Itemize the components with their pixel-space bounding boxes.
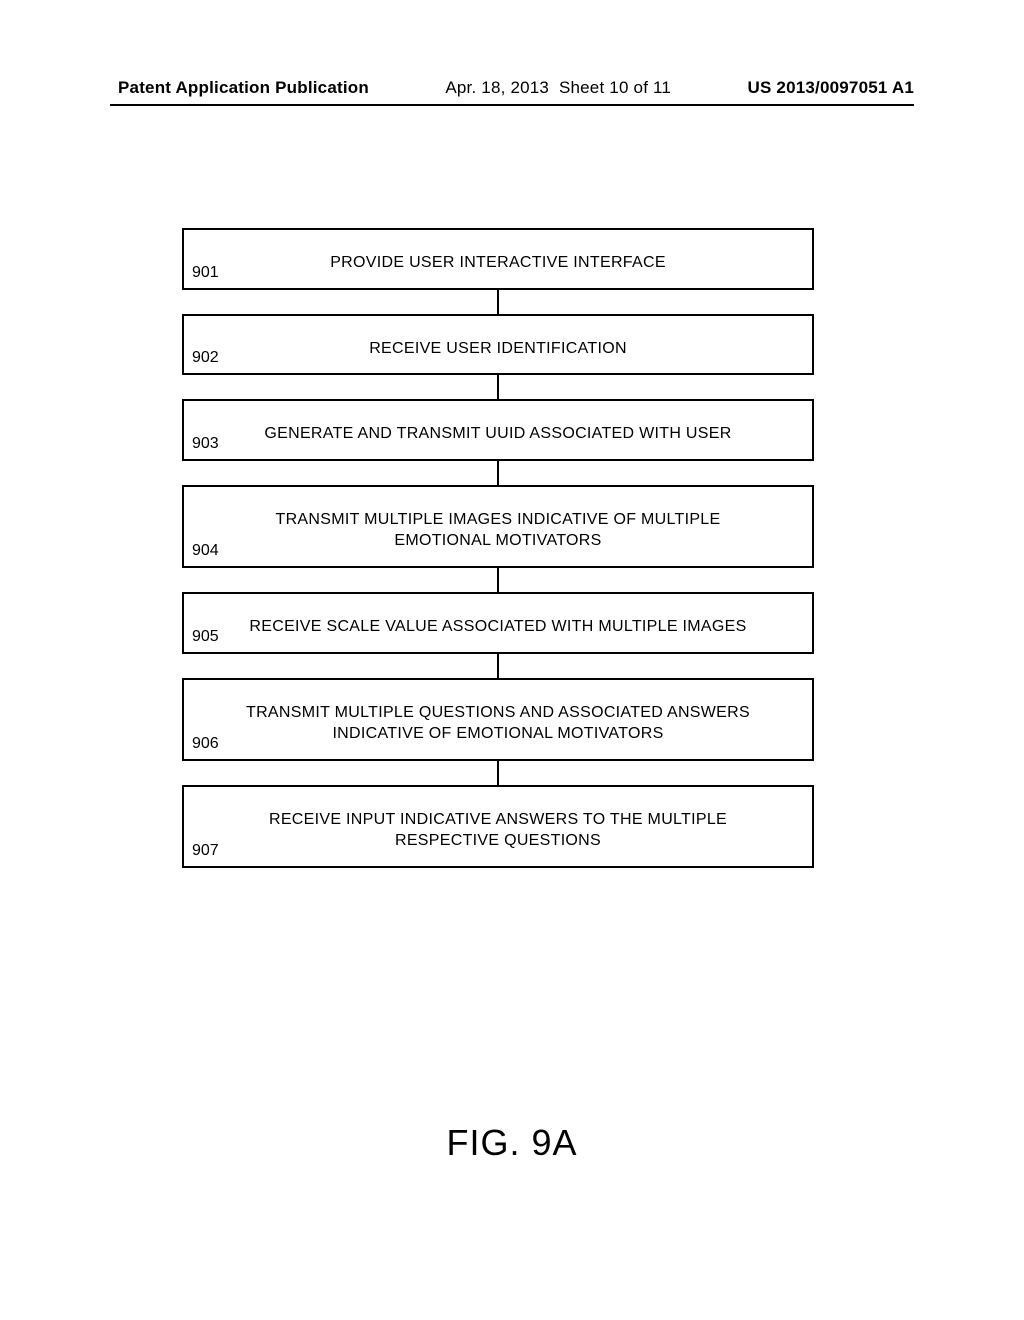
flow-step: RECEIVE SCALE VALUE ASSOCIATED WITH MULT… <box>182 592 814 654</box>
publication-date: Apr. 18, 2013 <box>445 78 549 97</box>
flow-step-title: PROVIDE USER INTERACTIVE INTERFACE <box>184 252 812 284</box>
flow-step-number: 902 <box>192 349 219 367</box>
date-and-sheet: Apr. 18, 2013 Sheet 10 of 11 <box>445 78 671 98</box>
flow-step: RECEIVE INPUT INDICATIVE ANSWERS TO THE … <box>182 785 814 868</box>
page-header: Patent Application Publication Apr. 18, … <box>118 78 914 98</box>
figure-caption: FIG. 9A <box>0 1122 1024 1164</box>
flow-step-number: 904 <box>192 542 219 560</box>
flow-step-title: TRANSMIT MULTIPLE IMAGES INDICATIVE OF M… <box>184 509 812 562</box>
flow-step: RECEIVE USER IDENTIFICATION 902 <box>182 314 814 376</box>
flow-connector <box>497 761 499 785</box>
flow-step-title: RECEIVE USER IDENTIFICATION <box>184 338 812 370</box>
flow-step-title: RECEIVE INPUT INDICATIVE ANSWERS TO THE … <box>184 809 812 862</box>
flow-step-number: 907 <box>192 842 219 860</box>
flow-connector <box>497 290 499 314</box>
flowchart: PROVIDE USER INTERACTIVE INTERFACE 901 R… <box>182 228 814 868</box>
flow-connector <box>497 375 499 399</box>
flow-step: GENERATE AND TRANSMIT UUID ASSOCIATED WI… <box>182 399 814 461</box>
flow-step-number: 903 <box>192 435 219 453</box>
header-rule <box>110 104 914 106</box>
flow-step: TRANSMIT MULTIPLE IMAGES INDICATIVE OF M… <box>182 485 814 568</box>
publication-label: Patent Application Publication <box>118 78 369 98</box>
sheet-number: Sheet 10 of 11 <box>559 78 671 97</box>
flow-connector <box>497 461 499 485</box>
page: Patent Application Publication Apr. 18, … <box>0 0 1024 1320</box>
flow-connector <box>497 568 499 592</box>
flow-step: PROVIDE USER INTERACTIVE INTERFACE 901 <box>182 228 814 290</box>
document-number: US 2013/0097051 A1 <box>747 78 914 98</box>
flow-step-title: GENERATE AND TRANSMIT UUID ASSOCIATED WI… <box>184 423 812 455</box>
flow-step-number: 905 <box>192 628 219 646</box>
flow-step-number: 906 <box>192 735 219 753</box>
flow-step-title: TRANSMIT MULTIPLE QUESTIONS AND ASSOCIAT… <box>184 702 812 755</box>
flow-connector <box>497 654 499 678</box>
flow-step: TRANSMIT MULTIPLE QUESTIONS AND ASSOCIAT… <box>182 678 814 761</box>
flow-step-number: 901 <box>192 264 219 282</box>
flow-step-title: RECEIVE SCALE VALUE ASSOCIATED WITH MULT… <box>184 616 812 648</box>
